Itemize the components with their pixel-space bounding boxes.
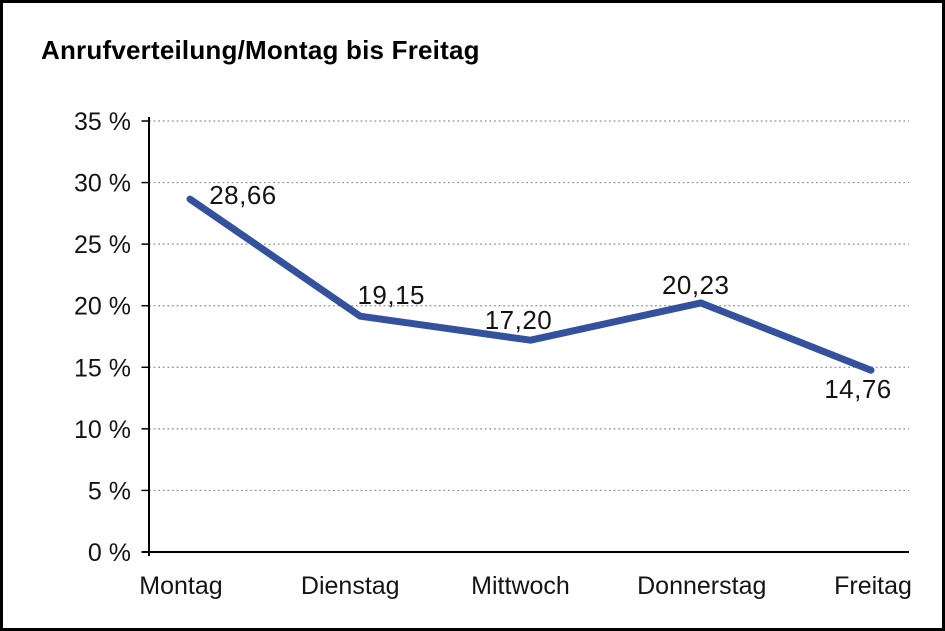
x-axis-category-label: Mittwoch (471, 572, 570, 600)
y-axis-tick-label: 30 % (74, 170, 131, 198)
x-axis-category-label: Dienstag (301, 572, 400, 600)
data-line (186, 195, 875, 374)
y-axis-tick-label: 25 % (74, 231, 131, 259)
x-axis-category-label: Donnerstag (637, 572, 766, 600)
y-axis-tick-label: 5 % (88, 477, 131, 505)
y-axis-tick-label: 15 % (74, 354, 131, 382)
data-point-label: 20,23 (662, 270, 730, 300)
x-axis-category-label: Freitag (834, 572, 912, 600)
data-point-label: 19,15 (357, 280, 425, 310)
data-point-label: 14,76 (824, 374, 892, 404)
y-axis-tick-label: 35 % (74, 108, 131, 136)
line-chart: 35 % 30 % 25 % 20 % 15 % 10 % 5 % 0 % Montag Dien… (74, 108, 912, 600)
x-axis-category-label: Montag (139, 572, 222, 600)
y-axis-tick-label: 10 % (74, 416, 131, 444)
data-point-label: 28,66 (209, 180, 277, 210)
y-axis-tick-label: 20 % (74, 293, 131, 321)
data-point-label: 17,20 (485, 305, 553, 335)
y-axis-tick-label: 0 % (88, 539, 131, 567)
chart-title: Anrufverteilung/Montag bis Freitag (41, 35, 480, 65)
